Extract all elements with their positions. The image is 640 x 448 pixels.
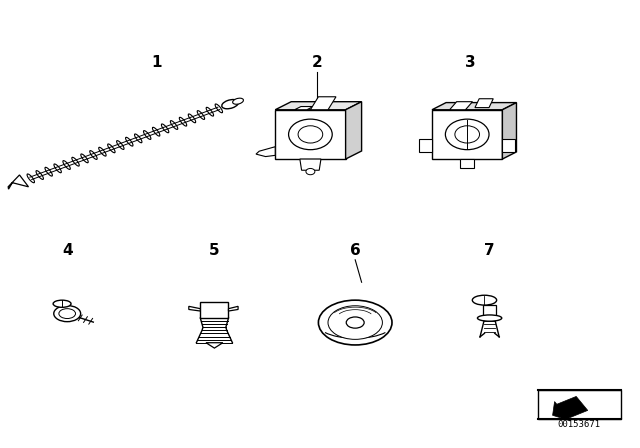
Polygon shape xyxy=(8,175,29,189)
Polygon shape xyxy=(256,147,275,157)
Polygon shape xyxy=(228,306,238,311)
Polygon shape xyxy=(419,139,432,152)
Circle shape xyxy=(445,119,489,150)
Polygon shape xyxy=(300,159,321,170)
Circle shape xyxy=(298,126,323,143)
Polygon shape xyxy=(450,102,472,110)
Ellipse shape xyxy=(53,300,71,307)
Polygon shape xyxy=(432,110,502,159)
Text: 3: 3 xyxy=(465,55,476,70)
Circle shape xyxy=(289,119,332,150)
Text: 5: 5 xyxy=(209,243,220,258)
Polygon shape xyxy=(206,343,223,348)
Polygon shape xyxy=(483,305,496,318)
Text: 6: 6 xyxy=(350,243,360,258)
Polygon shape xyxy=(346,102,362,159)
Polygon shape xyxy=(275,110,346,159)
Polygon shape xyxy=(502,139,515,152)
Text: 2: 2 xyxy=(312,55,322,70)
Polygon shape xyxy=(552,396,588,421)
Polygon shape xyxy=(502,103,516,159)
Ellipse shape xyxy=(328,306,383,340)
Polygon shape xyxy=(310,97,336,110)
Ellipse shape xyxy=(54,306,81,322)
Ellipse shape xyxy=(222,99,239,109)
Circle shape xyxy=(306,168,315,175)
Polygon shape xyxy=(460,159,474,168)
Text: 1: 1 xyxy=(152,55,162,70)
Text: 7: 7 xyxy=(484,243,495,258)
Ellipse shape xyxy=(59,309,76,319)
Circle shape xyxy=(455,126,479,143)
Ellipse shape xyxy=(233,98,243,104)
Polygon shape xyxy=(475,99,493,108)
Polygon shape xyxy=(200,302,228,318)
Polygon shape xyxy=(432,103,516,110)
Text: 00153671: 00153671 xyxy=(557,420,601,429)
Ellipse shape xyxy=(346,317,364,328)
Polygon shape xyxy=(275,102,362,110)
Ellipse shape xyxy=(477,315,502,321)
Text: 4: 4 xyxy=(62,243,72,258)
Polygon shape xyxy=(294,107,314,110)
Ellipse shape xyxy=(472,295,497,305)
Ellipse shape xyxy=(319,300,392,345)
Polygon shape xyxy=(189,306,200,311)
